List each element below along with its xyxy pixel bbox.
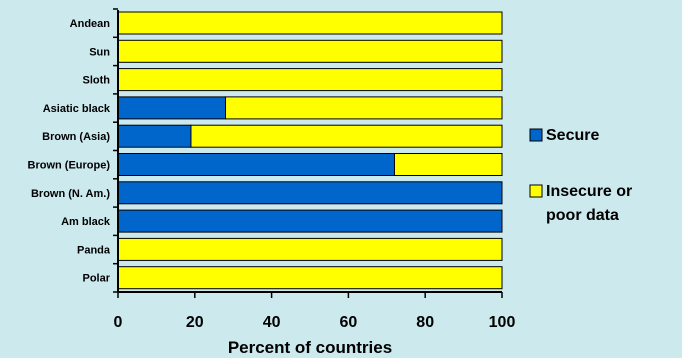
- category-label: Andean: [70, 18, 111, 30]
- x-tick-label: 60: [340, 314, 358, 331]
- x-axis: 0 20 40 60 80 100 Percent of countries: [113, 8, 516, 357]
- category-label: Polar: [82, 273, 110, 285]
- x-tick-label: 100: [489, 314, 516, 331]
- bar-segment-insecure: [117, 68, 503, 92]
- category-label: Brown (Europe): [28, 160, 111, 172]
- bar-segment-secure: [117, 181, 503, 205]
- category-label: Asiatic black: [43, 103, 111, 115]
- legend-label: poor data: [546, 207, 619, 224]
- category-labels: Andean Sun Sloth Asiatic black Brown (Asia) B…: [28, 18, 111, 285]
- bar-segment-secure: [117, 96, 227, 120]
- category-label: Sun: [89, 46, 110, 58]
- x-axis-title: Percent of countries: [228, 338, 392, 357]
- bar-segment-insecure: [117, 237, 503, 261]
- bar-segment-insecure: [225, 96, 503, 120]
- legend: Secure Insecure or poor data: [529, 127, 632, 224]
- x-tick-label: 0: [114, 314, 123, 331]
- legend-label: Insecure or: [546, 183, 632, 200]
- category-label: Panda: [77, 244, 111, 256]
- category-label: Brown (Asia): [42, 131, 110, 143]
- bar-segment-insecure: [117, 11, 503, 35]
- category-label: Brown (N. Am.): [31, 188, 110, 200]
- legend-swatch-insecure: [529, 184, 543, 198]
- bar-segment-secure: [117, 124, 192, 148]
- category-label: Am black: [61, 216, 111, 228]
- bar-segment-insecure: [393, 153, 503, 176]
- bar-segment-insecure: [117, 39, 503, 63]
- bar-segment-secure: [117, 153, 395, 176]
- x-tick-label: 80: [416, 314, 434, 331]
- bar-segment-insecure: [117, 266, 503, 290]
- bar-segment-insecure: [190, 124, 503, 148]
- bar-segment-secure: [117, 209, 503, 233]
- x-tick-label: 40: [263, 314, 281, 331]
- x-tick-label: 20: [186, 314, 204, 331]
- bars-group: [117, 11, 503, 290]
- legend-swatch-secure: [529, 128, 543, 142]
- legend-label: Secure: [546, 127, 599, 144]
- category-label: Sloth: [83, 75, 111, 87]
